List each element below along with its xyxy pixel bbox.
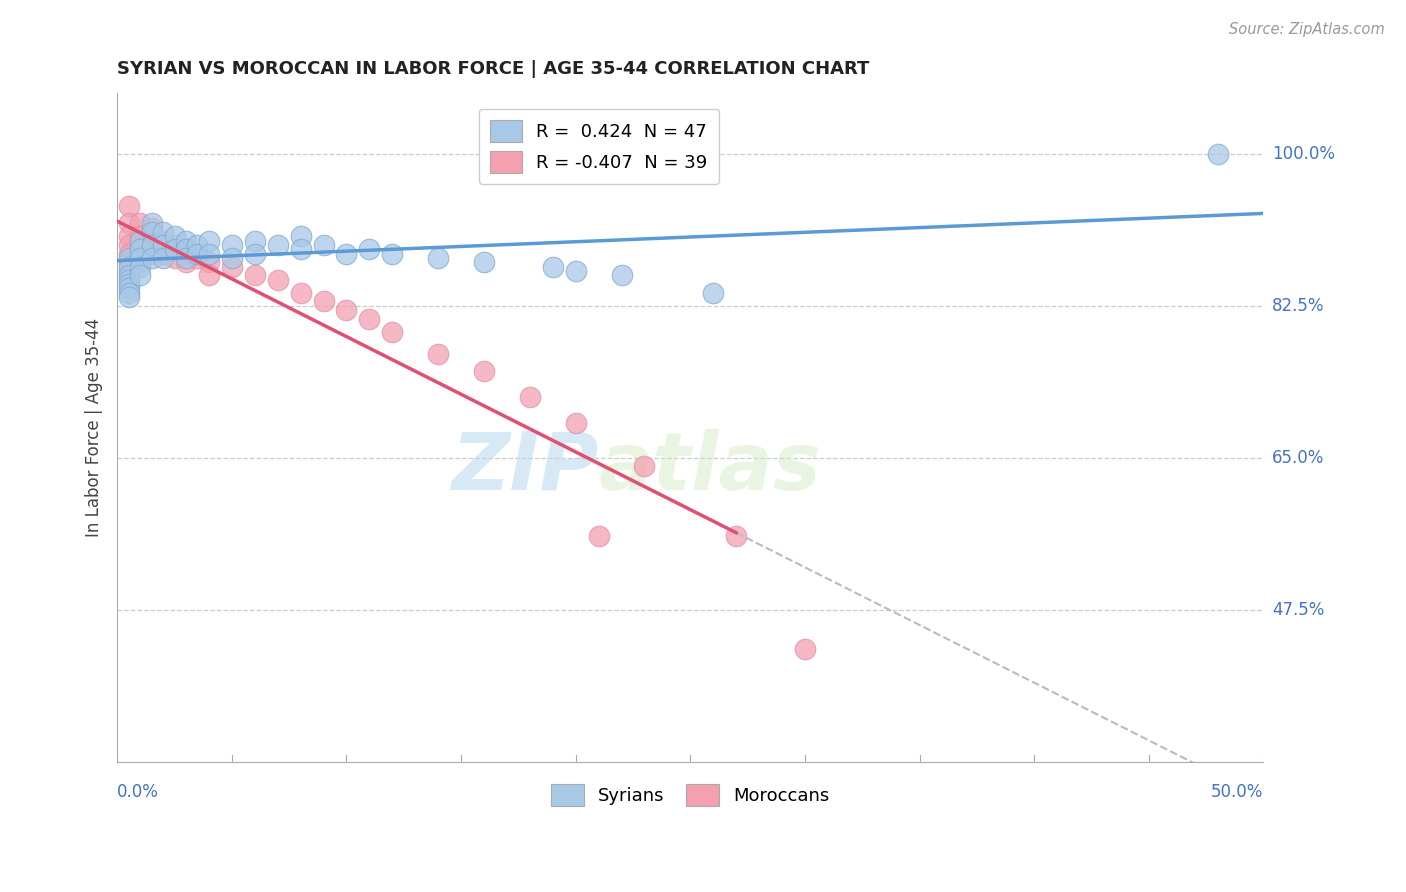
Point — [588, 529, 610, 543]
Point — [174, 243, 197, 257]
Point — [1206, 146, 1229, 161]
Point — [702, 285, 724, 300]
Point — [472, 255, 495, 269]
Y-axis label: In Labor Force | Age 35-44: In Labor Force | Age 35-44 — [86, 318, 103, 537]
Point — [198, 234, 221, 248]
Point — [610, 268, 633, 283]
Point — [564, 264, 586, 278]
Point — [129, 243, 152, 257]
Text: 50.0%: 50.0% — [1211, 783, 1264, 802]
Point — [163, 243, 186, 257]
Point — [129, 229, 152, 244]
Point — [198, 246, 221, 260]
Point — [186, 246, 208, 260]
Point — [118, 246, 141, 260]
Text: 0.0%: 0.0% — [117, 783, 159, 802]
Point — [266, 273, 288, 287]
Point — [335, 246, 357, 260]
Point — [118, 268, 141, 283]
Point — [290, 229, 312, 244]
Point — [198, 255, 221, 269]
Point — [174, 243, 197, 257]
Text: 100.0%: 100.0% — [1272, 145, 1334, 163]
Point — [221, 251, 243, 265]
Point — [335, 303, 357, 318]
Text: ZIP: ZIP — [451, 428, 599, 507]
Point — [118, 255, 141, 269]
Point — [141, 246, 163, 260]
Point — [163, 251, 186, 265]
Point — [141, 238, 163, 252]
Point — [163, 238, 186, 252]
Point — [163, 229, 186, 244]
Point — [141, 234, 163, 248]
Point — [381, 246, 404, 260]
Point — [118, 277, 141, 292]
Point — [174, 234, 197, 248]
Point — [472, 364, 495, 378]
Point — [152, 234, 174, 248]
Point — [152, 246, 174, 260]
Point — [359, 243, 381, 257]
Point — [243, 268, 266, 283]
Point — [633, 459, 655, 474]
Point — [243, 246, 266, 260]
Text: 82.5%: 82.5% — [1272, 297, 1324, 315]
Point — [118, 290, 141, 304]
Point — [141, 225, 163, 239]
Point — [359, 311, 381, 326]
Point — [290, 243, 312, 257]
Point — [129, 255, 152, 269]
Point — [312, 238, 335, 252]
Point — [129, 243, 152, 257]
Point — [312, 294, 335, 309]
Point — [290, 285, 312, 300]
Point — [381, 325, 404, 339]
Text: Source: ZipAtlas.com: Source: ZipAtlas.com — [1229, 22, 1385, 37]
Point — [266, 238, 288, 252]
Text: SYRIAN VS MOROCCAN IN LABOR FORCE | AGE 35-44 CORRELATION CHART: SYRIAN VS MOROCCAN IN LABOR FORCE | AGE … — [117, 60, 869, 78]
Text: atlas: atlas — [599, 428, 821, 507]
Legend: Syrians, Moroccans: Syrians, Moroccans — [544, 776, 837, 813]
Text: 47.5%: 47.5% — [1272, 601, 1324, 619]
Point — [152, 251, 174, 265]
Text: 65.0%: 65.0% — [1272, 449, 1324, 467]
Point — [174, 255, 197, 269]
Point — [118, 285, 141, 300]
Point — [427, 251, 450, 265]
Point — [793, 641, 815, 656]
Point — [186, 251, 208, 265]
Point — [725, 529, 748, 543]
Point — [152, 238, 174, 252]
Point — [118, 260, 141, 274]
Point — [243, 234, 266, 248]
Point — [118, 229, 141, 244]
Point — [186, 238, 208, 252]
Point — [129, 234, 152, 248]
Point — [129, 268, 152, 283]
Point — [118, 251, 141, 265]
Point — [141, 220, 163, 235]
Point — [564, 416, 586, 430]
Point — [141, 251, 163, 265]
Point — [118, 216, 141, 230]
Point — [541, 260, 564, 274]
Point — [129, 216, 152, 230]
Point — [118, 273, 141, 287]
Point — [174, 251, 197, 265]
Point — [519, 390, 541, 404]
Point — [141, 216, 163, 230]
Point — [129, 251, 152, 265]
Point — [427, 346, 450, 360]
Point — [118, 199, 141, 213]
Point — [198, 268, 221, 283]
Point — [129, 260, 152, 274]
Point — [118, 281, 141, 295]
Point — [118, 264, 141, 278]
Point — [118, 238, 141, 252]
Point — [152, 225, 174, 239]
Point — [221, 260, 243, 274]
Point — [221, 238, 243, 252]
